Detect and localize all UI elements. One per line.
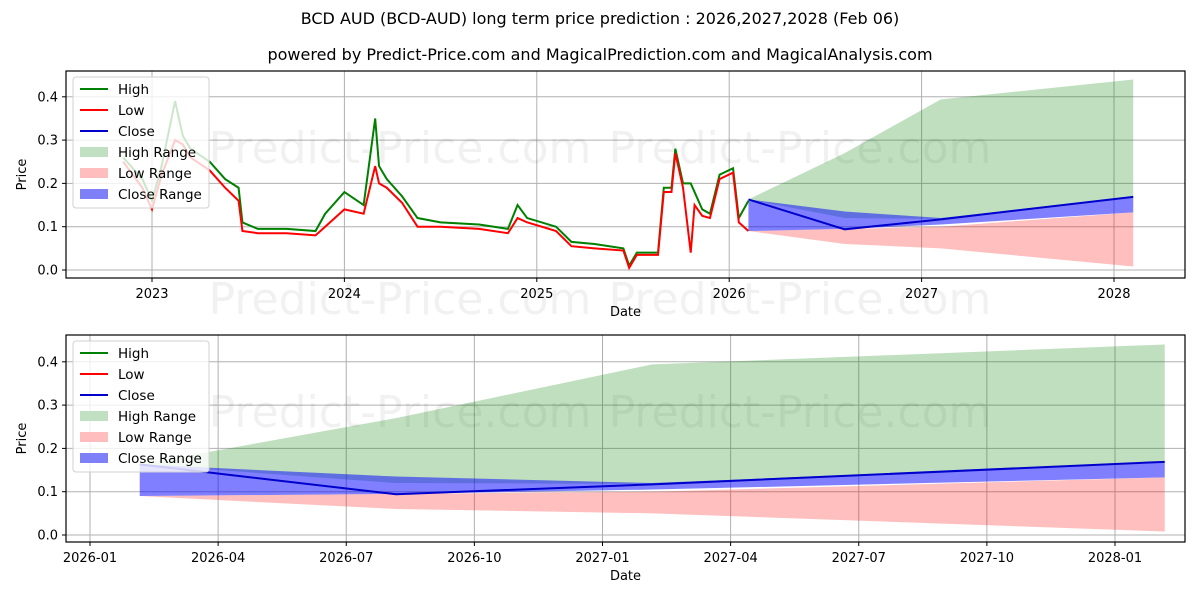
y-axis-label: Price [15, 423, 30, 455]
x-tick-label: 2028-01 [1088, 551, 1142, 566]
x-axis-label: Date [610, 569, 641, 584]
long-term-price-plot: 0.0 0.1 0.2 0.3 0.4 2023 2024 2025 2026 2027 2028 P… [15, 70, 1186, 325]
y-tick-label: 0.2 [37, 442, 58, 457]
y-tick-label: 0.4 [37, 90, 58, 105]
axes-frame [65, 70, 1186, 279]
x-tick-label: 2028 [1097, 287, 1130, 302]
x-tick-label: 2027 [905, 287, 938, 302]
legend-swatch-high-range [80, 147, 108, 157]
high-price-line [122, 100, 750, 269]
y-tick-label: 0.2 [37, 177, 58, 192]
legend-label: High [118, 346, 149, 362]
legend-swatch-low-range [80, 168, 108, 178]
legend-label: High [118, 82, 149, 98]
legend-label: High Range [118, 409, 196, 425]
legend: High Low Close High Range Low Range Close Ran… [72, 340, 210, 473]
y-tick-label: 0.0 [37, 264, 58, 279]
low-range-band [139, 477, 1165, 532]
close-forecast-line [748, 195, 1134, 231]
x-tick-label: 2026 [713, 287, 746, 302]
low-range-band [748, 212, 1134, 267]
legend-swatch-close-range [80, 189, 108, 199]
legend-label: High Range [118, 145, 196, 161]
legend-label: Close Range [118, 187, 202, 203]
x-tick-label: 2027-01 [575, 551, 629, 566]
close-forecast-line [139, 460, 1165, 496]
low-price-line [122, 138, 750, 271]
watermark: Predict-Price.com [209, 387, 592, 438]
x-tick-label: 2027-04 [703, 551, 757, 566]
legend-label: Low [118, 367, 145, 383]
watermark: Predict-Price.com [209, 274, 592, 325]
close-range-band [139, 461, 1165, 497]
y-tick-label: 0.0 [37, 529, 58, 544]
watermark: Predict-Price.com [609, 123, 992, 174]
legend-label: Close [118, 124, 155, 140]
x-tick-label: 2026-01 [63, 551, 117, 566]
legend-label: Close [118, 388, 155, 404]
x-tick-label: 2026-04 [191, 551, 245, 566]
x-tick-label: 2027-07 [832, 551, 886, 566]
watermark: Predict-Price.com [609, 274, 992, 325]
x-tick-label: 2025 [520, 287, 553, 302]
watermark: Predict-Price.com [209, 123, 592, 174]
legend: High Low Close High Range Low Range Close Ran… [72, 76, 210, 209]
legend-label: Low Range [118, 430, 192, 446]
chart-subtitle: powered by Predict-Price.com and Magical… [267, 45, 933, 64]
forecast-zoom-plot: 0.0 0.1 0.2 0.3 0.4 2026-01 2026-04 2026-07 2026… [15, 334, 1186, 584]
x-tick-label: 2026-10 [447, 551, 501, 566]
x-tick-label: 2026-07 [319, 551, 373, 566]
axes-frame [65, 334, 1186, 543]
high-range-band [748, 79, 1134, 219]
legend-label: Close Range [118, 451, 202, 467]
legend-swatch-low-range [80, 432, 108, 442]
y-tick-label: 0.3 [37, 399, 58, 414]
legend-swatch-high-range [80, 411, 108, 421]
x-axis-label: Date [610, 305, 641, 320]
y-tick-label: 0.3 [37, 134, 58, 149]
y-tick-label: 0.4 [37, 355, 58, 370]
x-tick-label: 2024 [328, 287, 361, 302]
x-tick-label: 2023 [135, 287, 168, 302]
legend-label: Low [118, 103, 145, 119]
watermark: Predict-Price.com [609, 387, 992, 438]
high-range-band [139, 344, 1165, 484]
chart-title: BCD AUD (BCD-AUD) long term price predic… [300, 9, 900, 28]
y-tick-label: 0.1 [37, 485, 58, 500]
x-tick-label: 2027-10 [960, 551, 1014, 566]
y-axis-label: Price [15, 159, 30, 191]
legend-label: Low Range [118, 166, 192, 182]
y-tick-label: 0.1 [37, 220, 58, 235]
legend-swatch-close-range [80, 453, 108, 463]
close-range-band [748, 196, 1134, 232]
